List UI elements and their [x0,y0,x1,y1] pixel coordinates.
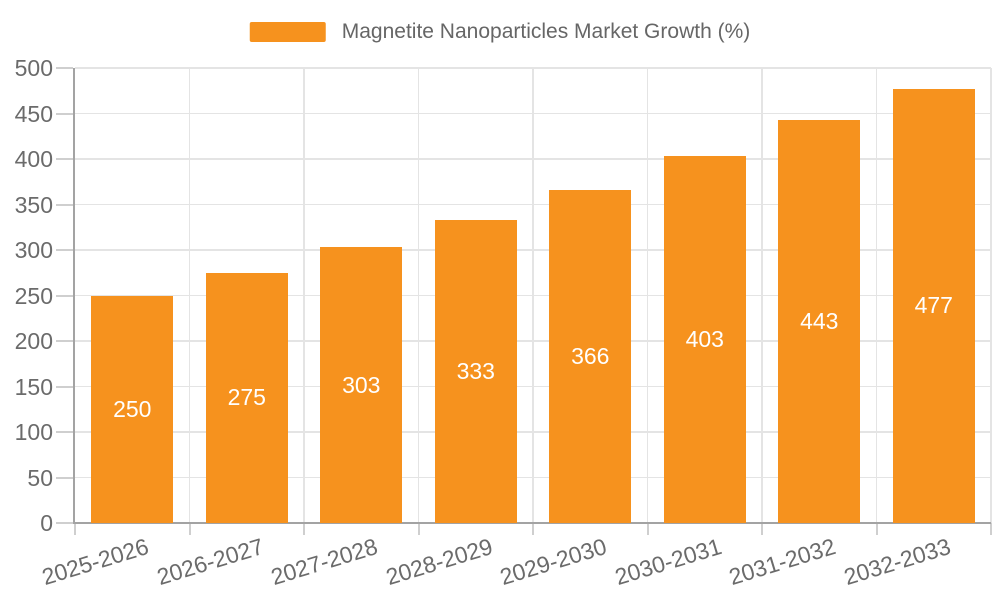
x-gridline [761,68,763,523]
y-axis-tick [56,249,73,251]
y-axis-line [73,68,75,523]
y-axis-label: 450 [14,100,53,127]
x-axis-label: 2031-2032 [726,533,839,591]
x-axis-label: 2028-2029 [382,533,496,591]
bar-2031-2032[interactable] [778,119,861,523]
x-axis-tick [646,523,649,535]
y-axis-tick [56,385,73,388]
x-gridline [875,68,878,523]
x-gridline [646,68,649,523]
x-axis-label: 2029-2030 [497,533,610,591]
x-axis-tick [990,523,992,535]
y-axis-tick [56,340,73,342]
y-axis-tick [56,203,73,206]
x-axis-label: 2026-2027 [153,533,267,591]
bar-2027-2028[interactable] [320,247,403,523]
y-axis-label: 50 [27,464,53,491]
x-gridline [188,68,191,523]
x-axis-label: 2027-2028 [268,533,381,591]
y-axis-tick [56,294,73,297]
y-axis-label: 200 [14,328,53,354]
x-axis-tick [188,523,191,535]
x-gridline [990,68,992,523]
y-axis-label: 0 [40,510,53,536]
bar-2025-2026[interactable] [91,295,174,523]
legend-label: Magnetite Nanoparticles Market Growth (%… [341,20,751,43]
chart-legend[interactable]: Magnetite Nanoparticles Market Growth (%… [249,20,751,44]
y-axis-label: 500 [14,55,53,81]
x-axis-label: 2032-2033 [840,533,954,591]
legend-swatch-icon [249,22,326,42]
x-gridline [303,68,305,523]
x-axis-label: 2030-2031 [611,533,725,591]
y-axis-label: 150 [14,373,53,400]
y-axis-label: 300 [14,237,53,263]
y-axis-label: 350 [14,191,53,218]
bar-2028-2029[interactable] [434,219,517,523]
x-gridline [417,68,420,523]
bar-2030-2031[interactable] [663,156,746,523]
x-axis-tick [417,523,420,535]
bar-2026-2027[interactable] [205,272,288,523]
y-axis-tick [56,112,73,115]
x-gridline [532,68,534,523]
y-axis-label: 400 [14,146,53,172]
y-axis-tick [56,522,73,524]
y-axis-tick [56,67,73,69]
x-axis-tick [303,523,305,535]
x-axis-tick [74,523,76,535]
x-axis-label: 2025-2026 [39,533,152,591]
x-axis-tick [875,523,878,535]
bar-2032-2033[interactable] [892,88,975,523]
y-axis-tick [56,158,73,160]
y-axis-label: 100 [14,419,53,445]
y-axis-tick [56,431,73,433]
x-axis-tick [532,523,534,535]
x-axis-line [73,522,991,524]
bar-2029-2030[interactable] [549,189,632,523]
y-axis-label: 250 [14,282,53,309]
y-axis-tick [56,476,73,479]
x-axis-tick [761,523,763,535]
